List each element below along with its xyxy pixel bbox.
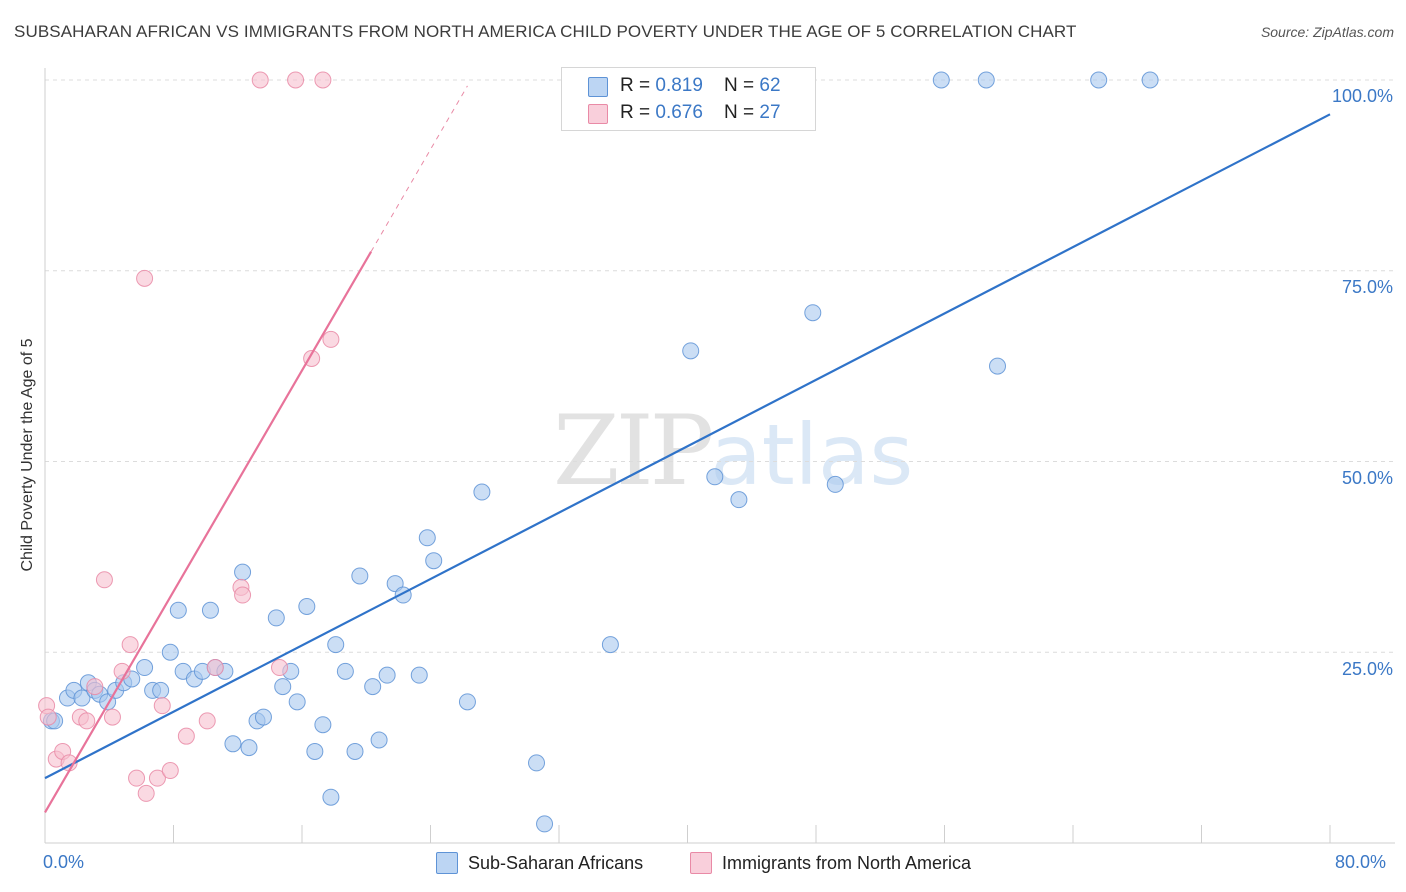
point-north-america bbox=[287, 71, 305, 89]
point-subsaharan bbox=[267, 609, 285, 627]
point-north-america bbox=[177, 727, 195, 745]
legend-swatch-pink bbox=[588, 104, 608, 124]
point-subsaharan bbox=[425, 552, 443, 570]
point-subsaharan bbox=[169, 601, 187, 619]
point-north-america bbox=[128, 769, 146, 787]
point-subsaharan bbox=[306, 742, 324, 760]
legend-n-label: N = bbox=[724, 75, 760, 96]
point-subsaharan bbox=[351, 567, 369, 585]
legend-n-value: 62 bbox=[759, 75, 781, 96]
legend-r-value: 0.676 bbox=[655, 102, 703, 123]
point-north-america bbox=[161, 762, 179, 780]
legend-r-label: R = bbox=[620, 75, 656, 96]
watermark-zip: ZIP bbox=[553, 395, 714, 507]
point-subsaharan bbox=[364, 678, 382, 696]
legend-n-label: N = bbox=[724, 102, 760, 123]
point-subsaharan bbox=[804, 304, 822, 322]
watermark-atlas: atlas bbox=[710, 406, 914, 504]
point-subsaharan bbox=[410, 666, 428, 684]
y-tick-label-50: 50.0% bbox=[1341, 468, 1393, 488]
point-north-america bbox=[206, 659, 224, 677]
point-north-america bbox=[198, 712, 216, 730]
point-north-america bbox=[137, 784, 155, 802]
trendline-north-america bbox=[44, 251, 373, 814]
point-subsaharan bbox=[274, 678, 292, 696]
correlation-legend: R = 0.819 N = 62 R = 0.676 N = 27 bbox=[561, 67, 816, 131]
point-north-america bbox=[271, 659, 289, 677]
series-legend: Sub-Saharan Africans Immigrants from Nor… bbox=[0, 852, 1406, 876]
legend-row-subsaharan: R = 0.819 N = 62 bbox=[588, 74, 781, 98]
point-subsaharan bbox=[1141, 71, 1159, 89]
point-north-america bbox=[148, 769, 166, 787]
point-subsaharan bbox=[288, 693, 306, 711]
point-subsaharan bbox=[1090, 71, 1108, 89]
point-subsaharan bbox=[418, 529, 436, 547]
legend-swatch-blue bbox=[436, 852, 458, 874]
point-subsaharan bbox=[536, 815, 554, 833]
point-subsaharan bbox=[706, 468, 724, 486]
point-subsaharan bbox=[298, 597, 316, 615]
point-subsaharan bbox=[932, 71, 950, 89]
point-north-america bbox=[251, 71, 269, 89]
point-subsaharan bbox=[370, 731, 388, 749]
legend-r-value: 0.819 bbox=[655, 75, 703, 96]
legend-swatch-pink bbox=[690, 852, 712, 874]
legend-label-subsaharan: Sub-Saharan Africans bbox=[468, 852, 644, 873]
point-north-america bbox=[153, 697, 171, 715]
point-subsaharan bbox=[682, 342, 700, 360]
point-subsaharan bbox=[254, 708, 272, 726]
point-subsaharan bbox=[826, 475, 844, 493]
y-tick-label-75: 75.0% bbox=[1341, 277, 1393, 297]
point-north-america bbox=[322, 330, 340, 348]
point-subsaharan bbox=[336, 662, 354, 680]
legend-n-value: 27 bbox=[759, 102, 781, 123]
watermark: ZIPatlas bbox=[553, 395, 913, 507]
trendline-subsaharan bbox=[44, 113, 1331, 780]
x-tick-label-max: 80.0% bbox=[1335, 852, 1387, 872]
point-north-america bbox=[86, 678, 104, 696]
point-subsaharan bbox=[234, 563, 252, 581]
point-north-america bbox=[121, 636, 139, 654]
legend-r-label: R = bbox=[620, 102, 656, 123]
trendline-north-america-extension bbox=[370, 85, 468, 252]
point-north-america bbox=[314, 71, 332, 89]
legend-label-north-america: Immigrants from North America bbox=[722, 852, 972, 873]
point-subsaharan bbox=[73, 689, 91, 707]
point-subsaharan bbox=[730, 491, 748, 509]
point-subsaharan bbox=[240, 739, 258, 757]
point-subsaharan bbox=[601, 636, 619, 654]
point-subsaharan bbox=[224, 735, 242, 753]
point-subsaharan bbox=[136, 659, 154, 677]
point-subsaharan bbox=[346, 742, 364, 760]
point-subsaharan bbox=[327, 636, 345, 654]
point-subsaharan bbox=[473, 483, 491, 501]
source-credit: Source: ZipAtlas.com bbox=[1260, 24, 1394, 40]
x-tick-label-min: 0.0% bbox=[43, 852, 85, 872]
y-tick-label-25: 25.0% bbox=[1341, 659, 1393, 679]
legend-item-subsaharan[interactable]: Sub-Saharan Africans bbox=[436, 852, 643, 874]
point-subsaharan bbox=[152, 681, 170, 699]
point-subsaharan bbox=[378, 666, 396, 684]
point-north-america bbox=[234, 586, 252, 604]
point-north-america bbox=[39, 708, 57, 726]
point-north-america bbox=[103, 708, 121, 726]
point-north-america bbox=[95, 571, 113, 589]
y-tick-label-100: 100.0% bbox=[1331, 86, 1393, 106]
legend-row-north-america: R = 0.676 N = 27 bbox=[588, 101, 781, 125]
point-subsaharan bbox=[977, 71, 995, 89]
point-subsaharan bbox=[322, 788, 340, 806]
point-subsaharan bbox=[989, 357, 1007, 375]
chart-title: SUBSAHARAN AFRICAN VS IMMIGRANTS FROM NO… bbox=[14, 22, 1077, 41]
point-north-america bbox=[136, 269, 154, 287]
point-north-america bbox=[78, 712, 96, 730]
legend-swatch-blue bbox=[588, 77, 608, 97]
point-subsaharan bbox=[201, 601, 219, 619]
point-subsaharan bbox=[458, 693, 476, 711]
legend-item-north-america[interactable]: Immigrants from North America bbox=[690, 852, 971, 874]
point-subsaharan bbox=[314, 716, 332, 734]
point-subsaharan bbox=[161, 643, 179, 661]
point-subsaharan bbox=[528, 754, 546, 772]
